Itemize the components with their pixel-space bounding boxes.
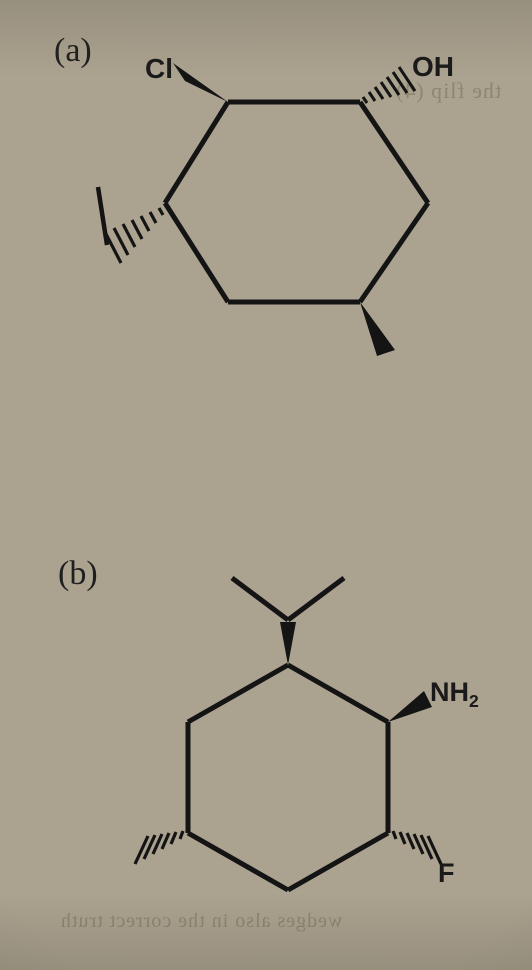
atom-oh: OH <box>412 51 454 82</box>
page: { "page": { "width": 532, "height": 970,… <box>0 0 532 970</box>
wedge-ethyl <box>105 208 163 263</box>
wedge-ipr <box>280 622 296 665</box>
ipr-branch-right <box>288 578 344 620</box>
ring-b <box>188 665 388 890</box>
wedge-f <box>393 831 441 864</box>
wedge-oh <box>363 67 415 103</box>
wedge-cl <box>173 63 228 102</box>
molecule-a: Cl OH <box>60 40 480 380</box>
molecule-b: NH2 F <box>70 560 500 960</box>
atom-f: F <box>438 858 455 888</box>
ethyl-chain <box>98 187 107 245</box>
ipr-branch-left <box>232 578 288 620</box>
wedge-me-b <box>135 831 183 864</box>
atom-nh2: NH2 <box>430 677 479 711</box>
ring-a <box>165 102 428 302</box>
wedge-nh2 <box>388 691 432 722</box>
wedge-me-a <box>360 302 395 356</box>
atom-cl: Cl <box>145 53 173 84</box>
